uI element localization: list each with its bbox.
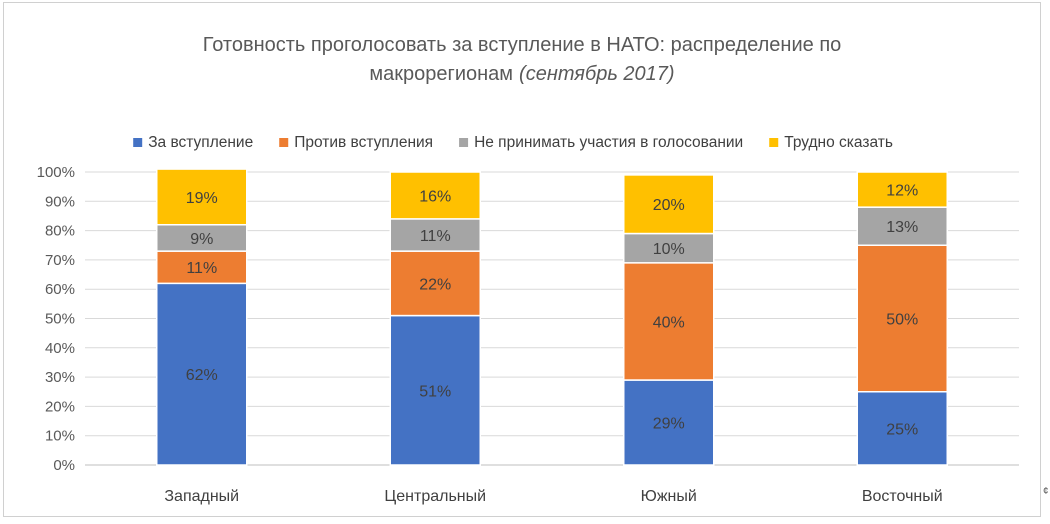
- legend-item: Трудно сказать: [769, 134, 893, 151]
- y-tick-label: 70%: [45, 252, 75, 269]
- legend: За вступление Против вступления Не принима…: [133, 134, 893, 151]
- data-label: 62%: [186, 367, 218, 384]
- chart-title: Готовность проголосовать за вступление в…: [203, 34, 842, 56]
- bar-segment: [856, 206, 948, 247]
- y-tick-label: 20%: [45, 398, 75, 415]
- y-tick-label: 50%: [45, 311, 75, 328]
- y-axis: 0% 10% 20% 30% 40% 50% 60% 70% 80% 90% 100%: [37, 164, 75, 474]
- data-label: 20%: [653, 197, 685, 214]
- legend-swatch: [459, 138, 469, 147]
- data-label: 25%: [886, 421, 918, 438]
- x-category-label: Западный: [164, 488, 239, 505]
- legend-label: Трудно сказать: [784, 134, 893, 151]
- legend-item: За вступление: [133, 134, 253, 151]
- y-tick-label: 60%: [45, 281, 75, 298]
- data-label: 11%: [186, 260, 217, 277]
- chart-title-date: (сентябрь 2017): [519, 63, 675, 85]
- data-label: 50%: [886, 312, 918, 329]
- x-category-label: Южный: [641, 488, 697, 505]
- legend-swatch: [133, 138, 143, 147]
- stray-mark: ¢: [1043, 486, 1049, 497]
- y-tick-label: 0%: [53, 457, 75, 474]
- bar-segment: [623, 174, 715, 235]
- bar-segment: [156, 168, 248, 226]
- legend-label: За вступление: [148, 134, 253, 151]
- x-axis: Западный Центральный Южный Восточный: [164, 488, 942, 505]
- chart-title-region: макрорегионам: [369, 63, 513, 85]
- bar-segment: [856, 391, 948, 466]
- bar-segment: [623, 262, 715, 381]
- bar-segment: [389, 171, 481, 220]
- legend-item: Против вступления: [279, 134, 433, 151]
- x-category-label: Центральный: [384, 488, 486, 505]
- bar-segment: [156, 282, 248, 466]
- y-tick-label: 100%: [37, 164, 75, 181]
- bar-segment: [156, 250, 248, 285]
- data-label: 19%: [186, 190, 218, 207]
- data-label: 10%: [653, 241, 685, 258]
- bar-segment: [156, 223, 248, 252]
- y-tick-label: 40%: [45, 340, 75, 357]
- data-label: 22%: [419, 276, 451, 293]
- data-label: 12%: [886, 183, 918, 200]
- data-label: 9%: [190, 231, 213, 248]
- y-tick-label: 80%: [45, 223, 75, 240]
- legend-swatch: [769, 138, 779, 147]
- data-label: 16%: [419, 188, 451, 205]
- x-category-label: Восточный: [862, 488, 943, 505]
- y-tick-label: 10%: [45, 428, 75, 445]
- data-label: 51%: [419, 383, 451, 400]
- legend-label: Не принимать участия в голосовании: [474, 134, 743, 151]
- bar-segment: [623, 379, 715, 466]
- chart-frame: Готовность проголосовать за вступление в…: [3, 2, 1041, 517]
- stacked-bar-chart: Готовность проголосовать за вступление в…: [37, 34, 1019, 505]
- data-label: 29%: [653, 416, 685, 433]
- bar-segment: [389, 314, 481, 466]
- legend-label: Против вступления: [294, 134, 433, 151]
- y-tick-label: 30%: [45, 369, 75, 386]
- legend-item: Не принимать участия в голосовании: [459, 134, 743, 151]
- bars: 62% 11% 9% 19% 51% 22% 11% 16% 29% 40% 10% 20% 25% 50…: [156, 168, 948, 466]
- data-label: 11%: [420, 228, 451, 245]
- y-tick-label: 90%: [45, 193, 75, 210]
- chart-title-line2: макрорегионам (сентябрь 2017): [369, 63, 674, 85]
- data-label: 40%: [653, 314, 685, 331]
- data-label: 13%: [886, 219, 918, 236]
- legend-swatch: [279, 138, 289, 147]
- bar-segment: [856, 171, 948, 208]
